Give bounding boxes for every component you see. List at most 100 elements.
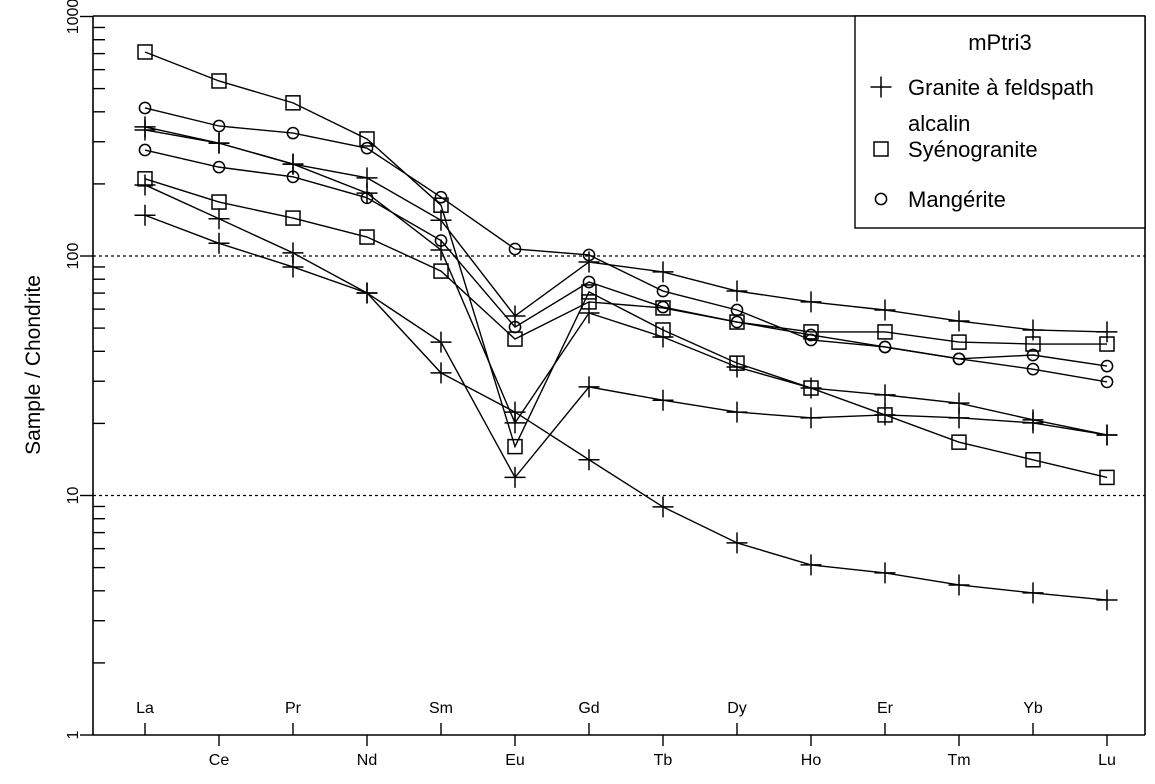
x-tick-label: Tb xyxy=(654,752,673,769)
plus-marker xyxy=(430,362,452,384)
square-marker xyxy=(873,141,889,157)
x-tick-label: Dy xyxy=(727,700,747,717)
series-line xyxy=(144,126,1108,333)
circle-marker xyxy=(434,234,448,247)
y-ticks: 1 10 100 1000 xyxy=(65,0,105,739)
x-tick-label: Lu xyxy=(1098,752,1116,769)
circle-marker xyxy=(1100,375,1114,389)
plus-marker xyxy=(1096,589,1118,611)
series-line xyxy=(144,149,1108,367)
legend-label-line2: alcalin xyxy=(908,111,970,136)
circle-marker xyxy=(360,191,374,205)
plus-marker xyxy=(1096,321,1118,343)
circle-marker xyxy=(212,119,226,133)
plus-marker xyxy=(652,261,674,283)
circle-marker xyxy=(656,284,670,298)
y-tick-label: 10 xyxy=(65,487,82,505)
plus-marker xyxy=(208,132,230,154)
series-line xyxy=(144,51,1108,479)
series-line xyxy=(144,178,1107,345)
legend-label: Syénogranite xyxy=(908,137,1038,162)
series-group xyxy=(134,44,1118,611)
square-marker xyxy=(285,210,301,226)
plus-marker xyxy=(726,280,748,302)
square-marker xyxy=(951,434,967,450)
square-marker xyxy=(285,95,301,111)
plus-marker xyxy=(948,310,970,332)
plus-marker xyxy=(1022,412,1044,434)
circle-marker xyxy=(952,352,966,366)
circle-marker xyxy=(582,275,596,289)
legend-title: mPtri3 xyxy=(968,30,1032,55)
x-tick-label: Tm xyxy=(947,752,970,769)
square-marker xyxy=(1099,336,1115,352)
x-tick-label: Yb xyxy=(1023,700,1043,717)
square-marker xyxy=(581,284,597,300)
plus-marker xyxy=(208,232,230,254)
square-marker xyxy=(433,263,449,279)
square-marker xyxy=(803,380,819,396)
plus-marker xyxy=(134,119,156,141)
plus-marker xyxy=(282,256,304,278)
plus-marker xyxy=(134,204,156,226)
plus-marker xyxy=(504,305,526,327)
grid-lines xyxy=(93,255,1145,497)
x-tick-label: Ce xyxy=(209,752,230,769)
plus-marker xyxy=(652,496,674,518)
circle-marker xyxy=(1026,362,1040,376)
x-ticks: La Ce Pr Nd Sm Eu Gd Tb Dy Ho Er Tm Yb Lu xyxy=(136,700,1116,769)
plus-marker xyxy=(726,401,748,423)
plus-marker xyxy=(578,376,600,398)
plus-marker xyxy=(430,331,452,353)
square-marker xyxy=(137,44,153,60)
plus-marker xyxy=(430,239,452,261)
plus-marker xyxy=(870,76,892,98)
square-marker xyxy=(1025,452,1041,468)
square-marker xyxy=(729,355,745,371)
square-marker xyxy=(211,194,227,210)
circle-marker xyxy=(1026,348,1040,362)
circle-marker xyxy=(212,160,226,174)
x-tick-label: Nd xyxy=(357,752,377,769)
y-tick-label: 1 xyxy=(65,730,82,739)
square-marker xyxy=(359,131,375,147)
legend-box xyxy=(854,15,1146,229)
circle-marker xyxy=(874,192,888,206)
circle-marker xyxy=(360,141,374,155)
plus-marker xyxy=(356,182,378,204)
series-plus-2 xyxy=(134,174,1118,488)
y-tick-label: 100 xyxy=(65,243,82,270)
square-marker xyxy=(137,171,153,187)
circle-marker xyxy=(286,170,300,184)
x-tick-label: Sm xyxy=(429,700,453,717)
y-tick-label: 1000 xyxy=(65,0,82,34)
square-marker xyxy=(877,407,893,423)
plus-marker xyxy=(800,291,822,313)
plus-marker xyxy=(1096,424,1118,446)
plus-marker xyxy=(430,209,452,231)
x-tick-label: Pr xyxy=(285,700,302,717)
square-marker xyxy=(359,229,375,245)
circle-marker xyxy=(1100,359,1114,373)
x-tick-label: Er xyxy=(877,700,894,717)
plus-marker xyxy=(800,407,822,429)
square-marker xyxy=(433,197,449,213)
square-marker xyxy=(877,324,893,340)
series-circle-7 xyxy=(138,143,1114,373)
circle-marker xyxy=(804,328,818,342)
series-square-4 xyxy=(137,44,1115,486)
plus-marker xyxy=(726,532,748,554)
circle-marker xyxy=(508,320,522,334)
circle-marker xyxy=(730,315,744,329)
circle-marker xyxy=(286,126,300,140)
square-marker xyxy=(507,438,523,455)
series-line xyxy=(144,129,1108,436)
circle-marker xyxy=(138,143,152,157)
plus-marker xyxy=(504,401,526,423)
circle-marker xyxy=(878,340,892,354)
plus-marker xyxy=(948,574,970,596)
circle-marker xyxy=(508,242,522,256)
plus-marker xyxy=(1022,582,1044,604)
plus-marker xyxy=(874,384,896,406)
x-tick-label: Ho xyxy=(801,752,822,769)
